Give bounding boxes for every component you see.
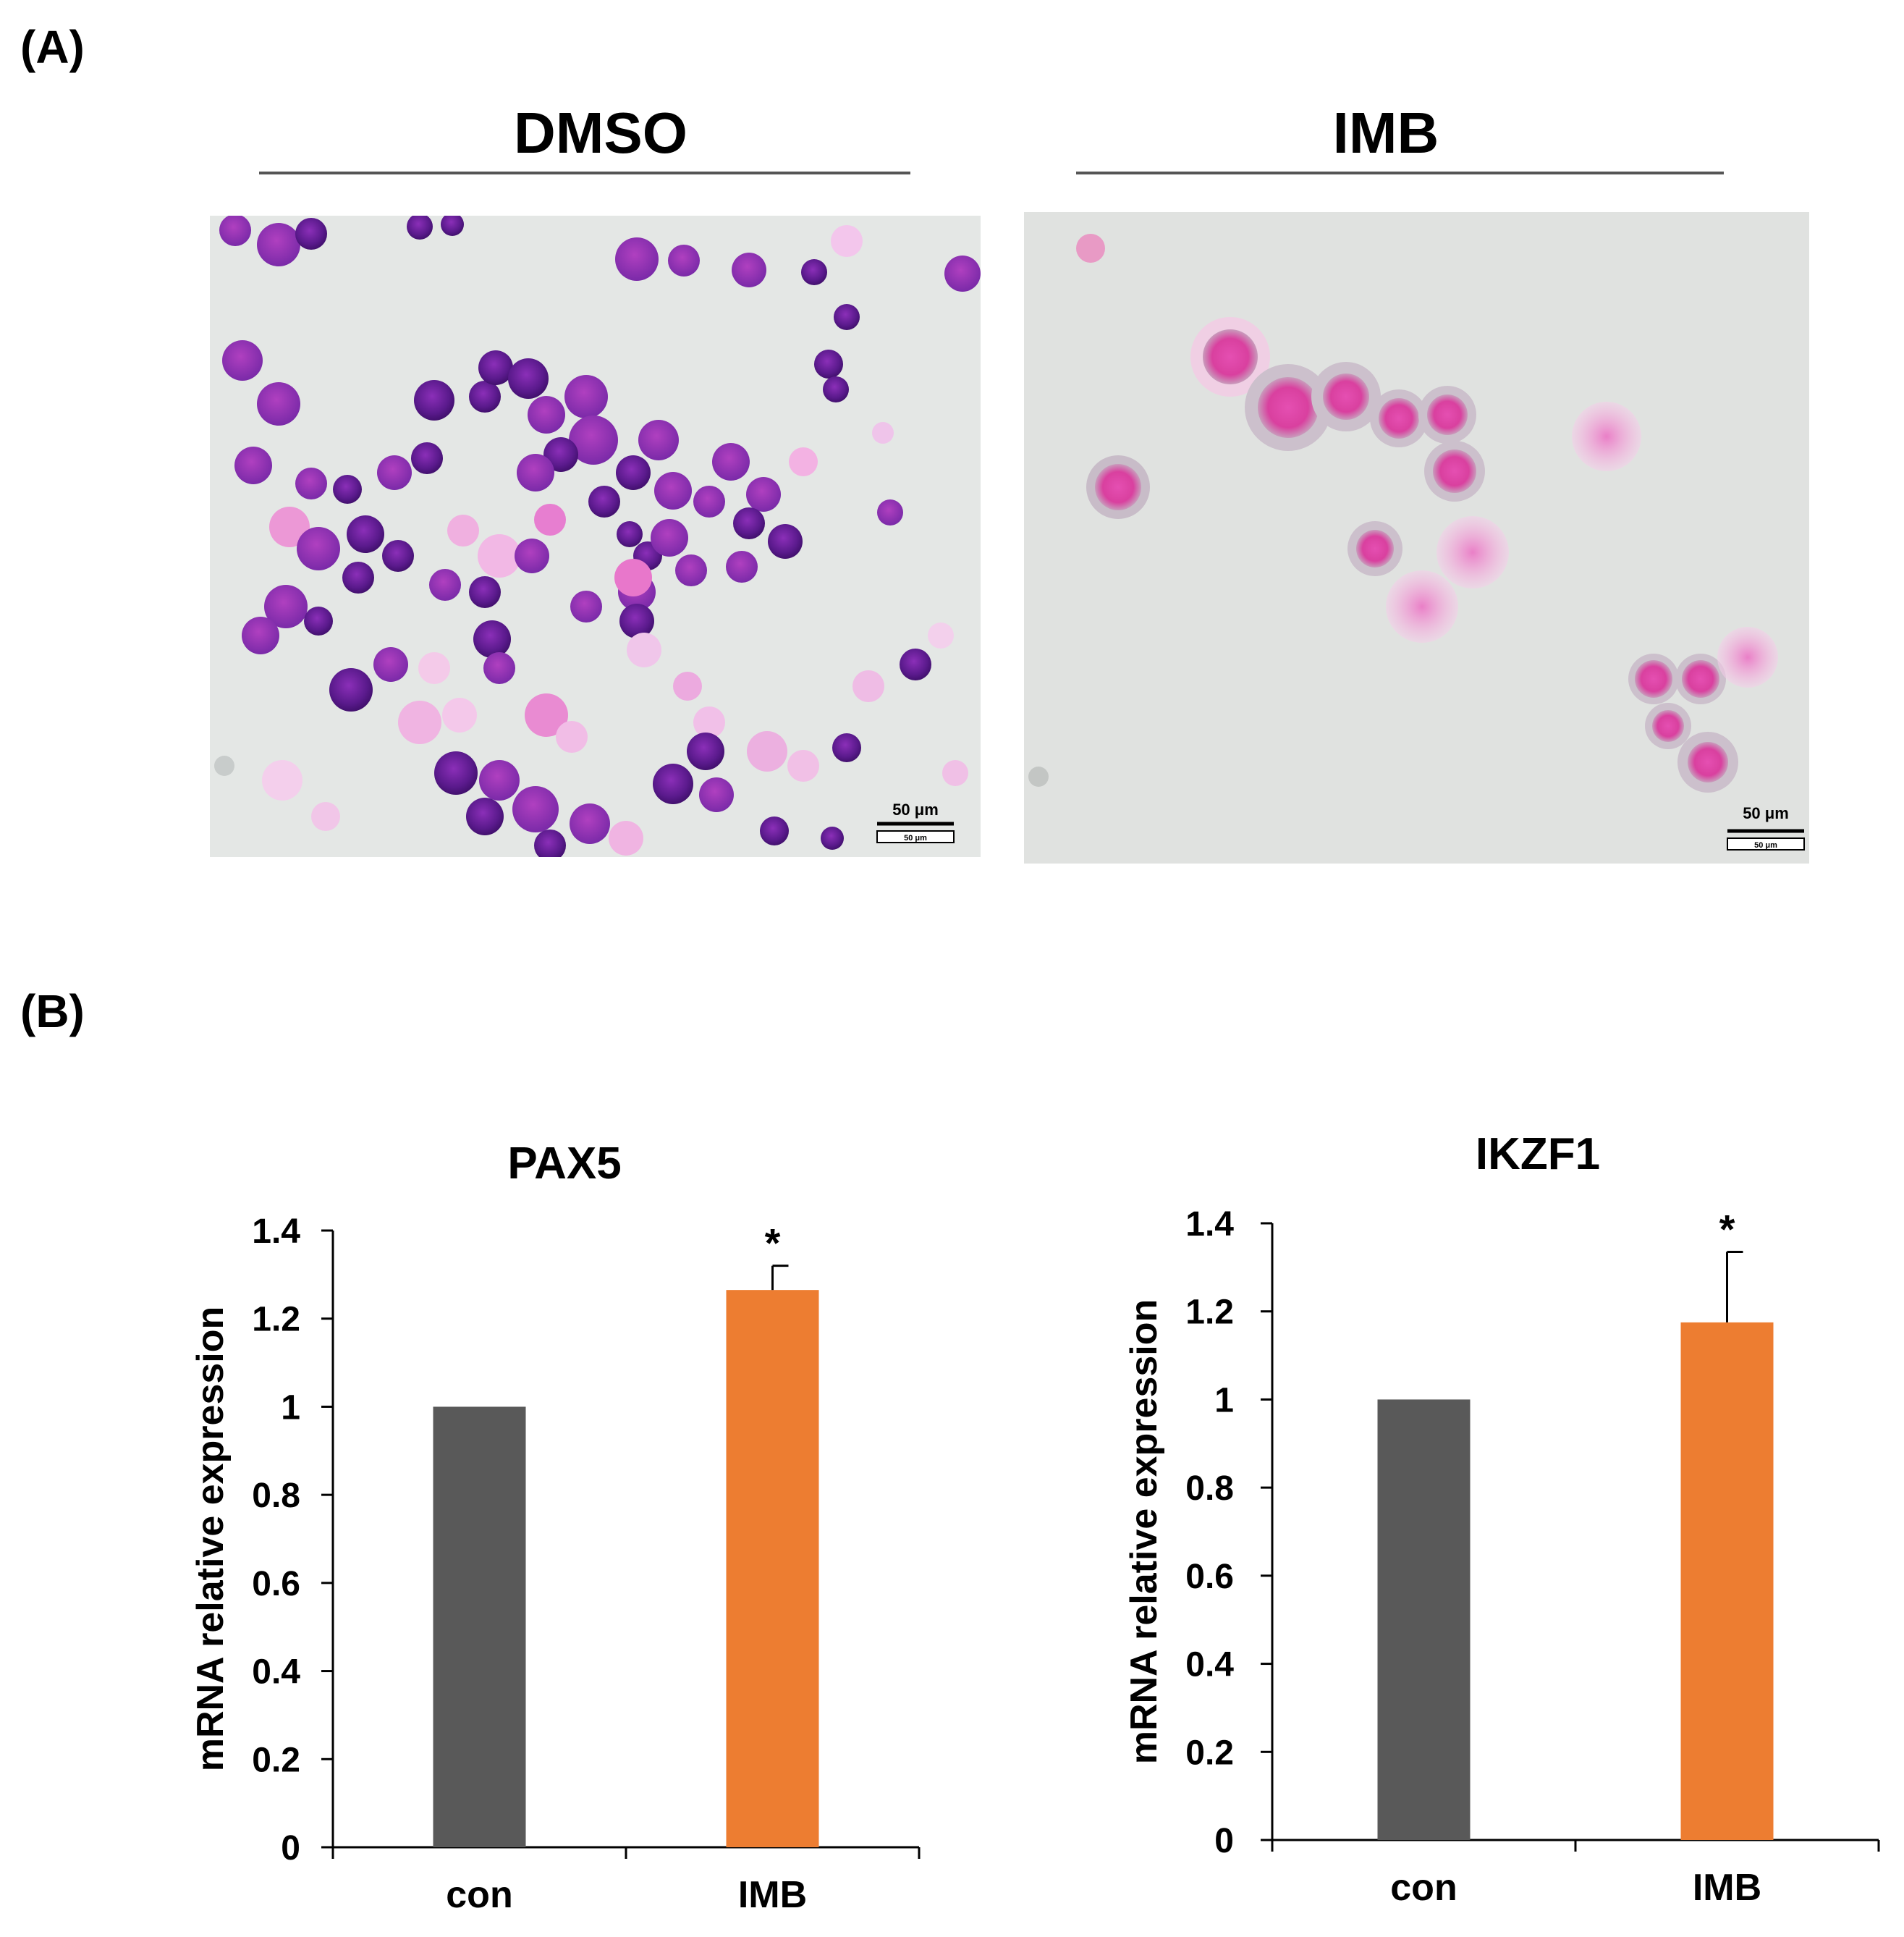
imb-micrograph: 50 μm 50 μm — [1024, 212, 1809, 864]
chart-ikzf1-y-tick-label: 0 — [1214, 1822, 1234, 1860]
chart-ikzf1-y-tick-label: 1.2 — [1185, 1294, 1234, 1332]
panel-a-label: (A) — [20, 21, 85, 73]
chart-ikzf1-bar-imb — [1680, 1322, 1774, 1840]
dmso-title: DMSO — [514, 101, 687, 165]
chart-pax5-x-tick-label: IMB — [738, 1874, 807, 1916]
imb-scale-bar: 50 μm 50 μm — [1727, 804, 1805, 851]
dmso-micrograph: 50 μm 50 μm — [210, 216, 981, 857]
svg-text:50 μm: 50 μm — [1743, 804, 1789, 822]
chart-pax5-y-tick-label: 0.8 — [252, 1477, 300, 1515]
svg-text:50 μm: 50 μm — [1754, 841, 1777, 850]
chart-pax5-bar-con — [433, 1406, 526, 1847]
chart-pax5-y-tick-label: 0.6 — [252, 1565, 300, 1603]
chart-pax5-significance-marker: * — [765, 1220, 781, 1266]
chart-ikzf1-y-tick-label: 0.2 — [1185, 1734, 1234, 1772]
chart-ikzf1-y-tick-label: 0.8 — [1185, 1469, 1234, 1508]
imb-underline — [1076, 172, 1724, 174]
dmso-cell-cluster — [214, 216, 981, 857]
chart-ikzf1-y-tick-label: 0.6 — [1185, 1558, 1234, 1596]
chart-ikzf1-y-tick-label: 0.4 — [1185, 1646, 1234, 1684]
chart-pax5-x-tick-label: con — [446, 1874, 512, 1916]
imb-cell-cluster — [1028, 234, 1778, 793]
imb-title: IMB — [1332, 101, 1439, 165]
chart-pax5-y-tick-label: 1.4 — [252, 1212, 300, 1251]
chart-ikzf1-significance-marker: * — [1719, 1207, 1735, 1252]
chart-ikzf1-bar-con — [1377, 1399, 1471, 1840]
dmso-scale-bar: 50 μm 50 μm — [876, 801, 955, 843]
chart-ikzf1-y-tick-label: 1 — [1214, 1381, 1234, 1419]
chart-pax5-bar-imb — [726, 1290, 819, 1847]
chart-pax5-title: PAX5 — [507, 1139, 621, 1189]
panel-b-label: (B) — [20, 985, 85, 1037]
svg-text:50 μm: 50 μm — [904, 834, 927, 843]
svg-text:50 μm: 50 μm — [892, 801, 939, 819]
chart-pax5-y-tick-label: 0.2 — [252, 1741, 300, 1779]
chart-pax5-y-tick-label: 0 — [281, 1829, 300, 1868]
chart-ikzf1-title: IKZF1 — [1476, 1129, 1600, 1179]
chart-pax5-y-tick-label: 1 — [281, 1388, 300, 1427]
chart-pax5-y-tick-label: 0.4 — [252, 1653, 300, 1692]
chart-ikzf1-y-tick-label: 1.4 — [1185, 1205, 1234, 1244]
chart-ikzf1-x-tick-label: con — [1390, 1867, 1457, 1909]
chart-pax5-y-tick-label: 1.2 — [252, 1301, 300, 1339]
dmso-underline — [259, 172, 910, 174]
chart-ikzf1-y-axis-label: mRNA relative expression — [1123, 1299, 1165, 1765]
chart-ikzf1-x-tick-label: IMB — [1693, 1867, 1761, 1909]
chart-pax5-y-axis-label: mRNA relative expression — [190, 1307, 232, 1772]
